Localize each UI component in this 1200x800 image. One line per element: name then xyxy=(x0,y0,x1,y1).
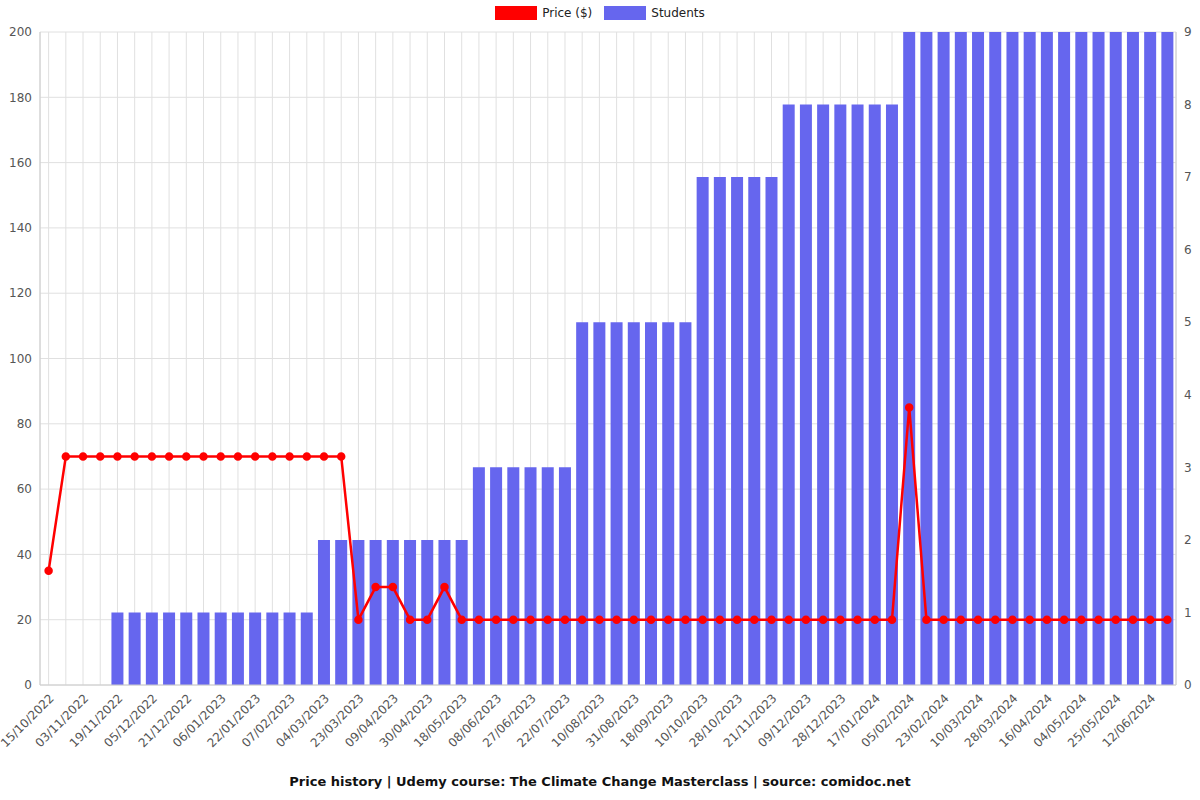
svg-text:2: 2 xyxy=(1184,533,1192,547)
svg-text:17/01/2024: 17/01/2024 xyxy=(824,691,883,751)
svg-text:07/02/2023: 07/02/2023 xyxy=(238,691,298,751)
svg-text:10/03/2024: 10/03/2024 xyxy=(927,691,987,751)
svg-text:20: 20 xyxy=(17,613,32,627)
svg-text:31/08/2023: 31/08/2023 xyxy=(583,691,642,751)
svg-text:200: 200 xyxy=(9,25,32,39)
svg-text:25/05/2024: 25/05/2024 xyxy=(1065,691,1124,751)
svg-text:1: 1 xyxy=(1184,606,1192,620)
svg-text:18/05/2023: 18/05/2023 xyxy=(411,691,470,751)
svg-text:06/01/2023: 06/01/2023 xyxy=(170,691,229,751)
svg-text:28/03/2024: 28/03/2024 xyxy=(961,691,1021,751)
html-text:Price history | Udemy course:: Price history | Udemy course: The Climat… xyxy=(289,774,911,789)
svg-text:9: 9 xyxy=(1184,25,1192,39)
svg-text:28/10/2023: 28/10/2023 xyxy=(686,691,746,751)
svg-text:10/08/2023: 10/08/2023 xyxy=(548,691,608,751)
svg-text:16/04/2024: 16/04/2024 xyxy=(996,691,1056,751)
svg-text:03/11/2022: 03/11/2022 xyxy=(32,691,92,751)
svg-text:23/03/2023: 23/03/2023 xyxy=(307,691,367,751)
svg-text:7: 7 xyxy=(1184,170,1192,184)
svg-text:8: 8 xyxy=(1184,98,1192,112)
svg-text:30/04/2023: 30/04/2023 xyxy=(376,691,436,751)
svg-text:04/03/2023: 04/03/2023 xyxy=(273,691,333,751)
svg-text:0: 0 xyxy=(1184,678,1192,692)
svg-text:60: 60 xyxy=(17,482,32,496)
svg-text:22/01/2023: 22/01/2023 xyxy=(204,691,264,751)
html-text:Students: Students xyxy=(651,6,705,20)
svg-text:27/06/2023: 27/06/2023 xyxy=(479,691,539,751)
svg-text:40: 40 xyxy=(17,548,32,562)
svg-text:12/06/2024: 12/06/2024 xyxy=(1100,691,1159,750)
svg-text:09/12/2023: 09/12/2023 xyxy=(755,691,815,751)
svg-text:5: 5 xyxy=(1184,315,1192,329)
svg-text:120: 120 xyxy=(9,286,32,300)
svg-text:19/11/2022: 19/11/2022 xyxy=(66,691,126,751)
html-text:Price ($): Price ($) xyxy=(542,6,593,20)
svg-text:05/12/2022: 05/12/2022 xyxy=(101,691,160,751)
svg-text:22/07/2023: 22/07/2023 xyxy=(514,691,574,751)
svg-text:05/02/2024: 05/02/2024 xyxy=(858,691,918,751)
svg-text:28/12/2023: 28/12/2023 xyxy=(789,691,849,751)
svg-text:21/11/2023: 21/11/2023 xyxy=(720,691,780,751)
svg-text:21/12/2022: 21/12/2022 xyxy=(135,691,195,751)
svg-text:80: 80 xyxy=(17,417,32,431)
svg-text:100: 100 xyxy=(9,352,32,366)
svg-text:6: 6 xyxy=(1184,243,1192,257)
svg-text:18/09/2023: 18/09/2023 xyxy=(617,691,677,751)
svg-text:180: 180 xyxy=(9,91,32,105)
svg-text:23/02/2024: 23/02/2024 xyxy=(893,691,952,751)
svg-text:08/06/2023: 08/06/2023 xyxy=(445,691,505,751)
svg-text:160: 160 xyxy=(9,156,32,170)
svg-text:3: 3 xyxy=(1184,461,1192,475)
svg-text:140: 140 xyxy=(9,221,32,235)
svg-text:09/04/2023: 09/04/2023 xyxy=(342,691,401,751)
svg-text:04/05/2024: 04/05/2024 xyxy=(1030,691,1090,751)
svg-text:0: 0 xyxy=(24,678,32,692)
svg-text:10/10/2023: 10/10/2023 xyxy=(652,691,711,751)
svg-text:4: 4 xyxy=(1184,388,1192,402)
